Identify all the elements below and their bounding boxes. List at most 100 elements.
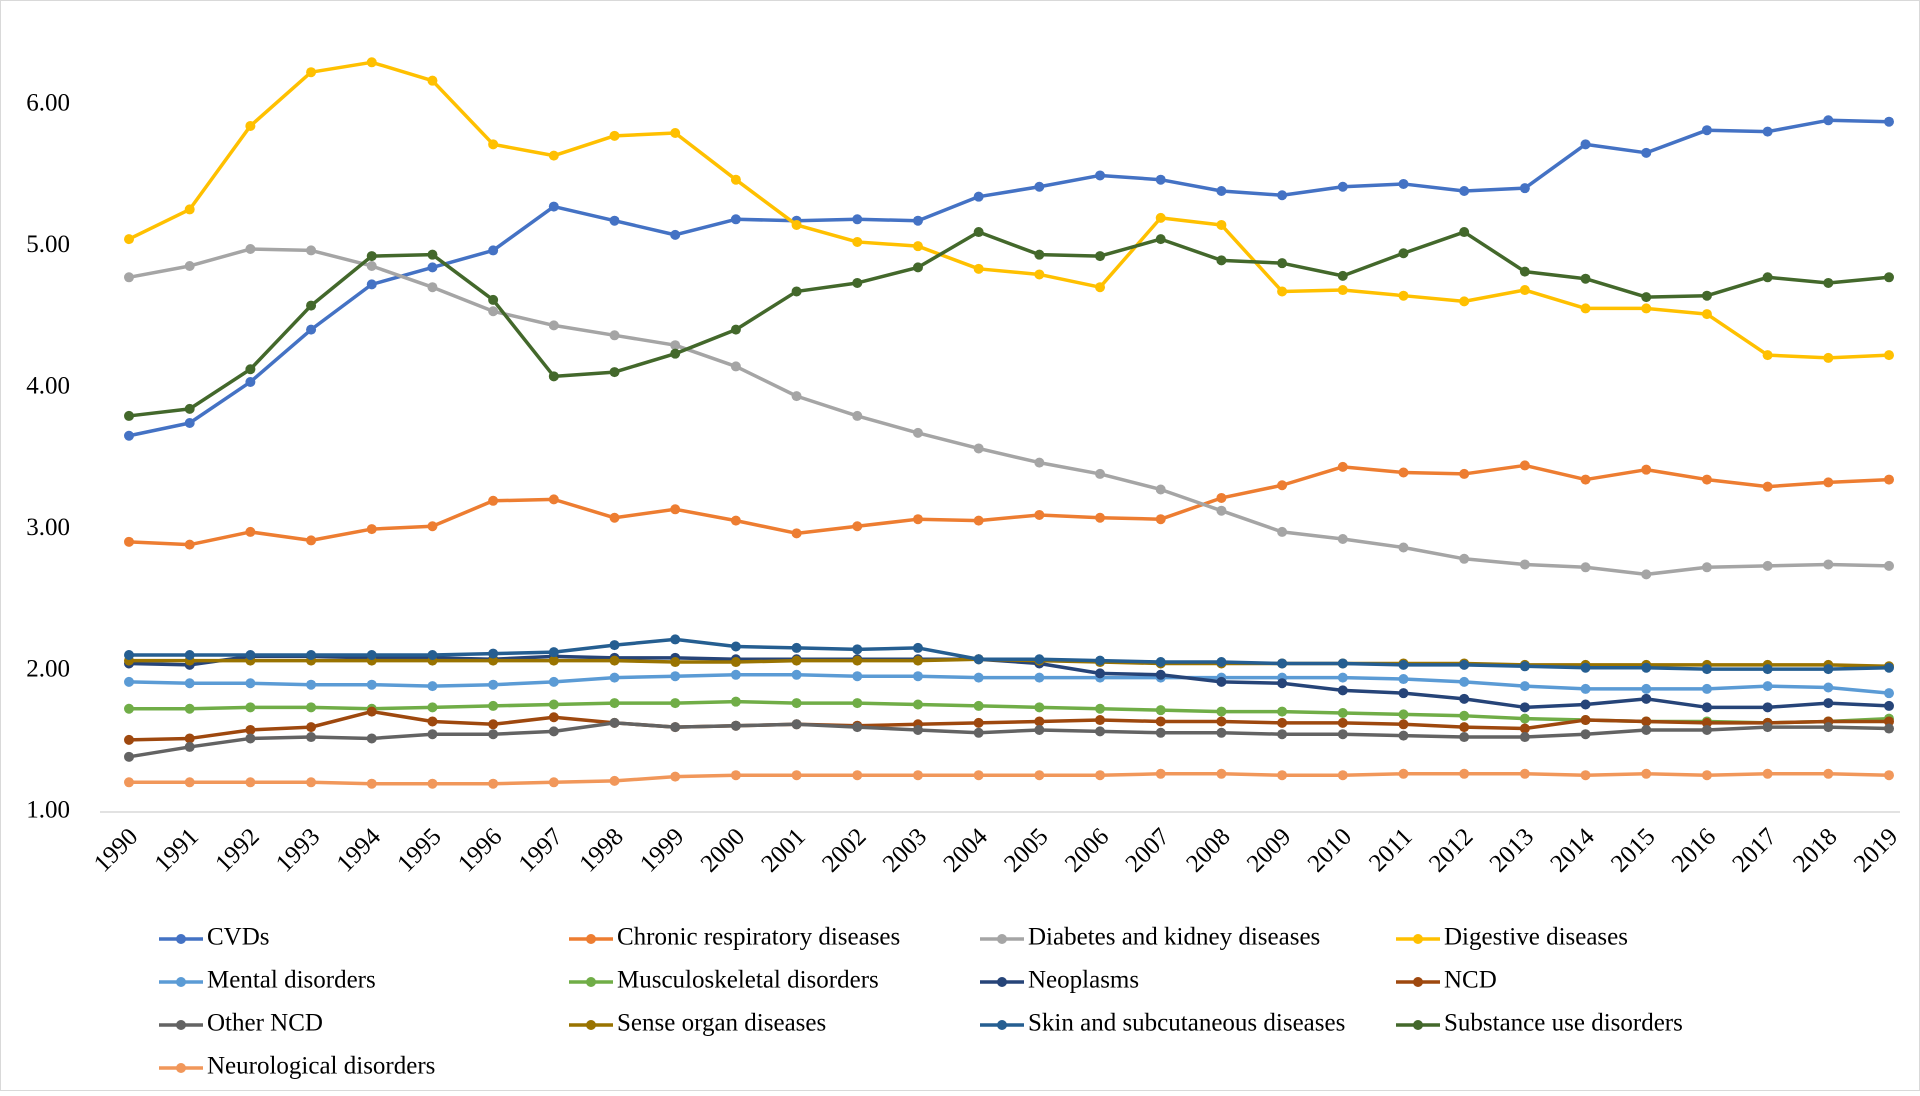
- data-point: [548, 494, 559, 505]
- data-point: [1277, 190, 1288, 201]
- data-point: [1155, 174, 1166, 185]
- data-point: [1580, 562, 1591, 573]
- data-point: [427, 521, 438, 532]
- data-point: [609, 655, 620, 666]
- data-point: [306, 722, 317, 733]
- data-point: [1823, 352, 1834, 363]
- data-point: [1459, 722, 1470, 733]
- data-point: [1884, 662, 1894, 673]
- data-point: [488, 306, 499, 317]
- data-point: [1823, 682, 1834, 693]
- data-point: [1459, 659, 1470, 670]
- data-point: [1337, 658, 1348, 669]
- legend-marker: [586, 934, 596, 944]
- data-point: [1277, 706, 1288, 717]
- series-line: [128, 463, 1890, 547]
- data-point: [1155, 768, 1166, 779]
- data-point: [852, 698, 863, 709]
- data-point: [1034, 181, 1045, 192]
- data-point: [1216, 492, 1227, 503]
- data-point: [1398, 719, 1409, 730]
- data-point: [488, 778, 499, 789]
- data-point: [1519, 702, 1530, 713]
- data-point: [366, 679, 377, 690]
- data-point: [1216, 727, 1227, 738]
- data-point: [791, 669, 802, 680]
- data-point: [245, 364, 256, 375]
- y-tick-label: 4.00: [26, 372, 70, 399]
- legend-marker: [176, 1063, 186, 1073]
- data-point: [488, 700, 499, 711]
- data-point: [1519, 732, 1530, 743]
- data-point: [730, 515, 741, 526]
- series: [124, 706, 1894, 745]
- data-point: [1762, 126, 1773, 137]
- data-point: [973, 672, 984, 683]
- data-point: [548, 712, 559, 723]
- data-point: [1762, 664, 1773, 675]
- data-point: [1459, 227, 1470, 238]
- legend-label: Diabetes and kidney diseases: [1028, 924, 1320, 951]
- data-point: [609, 215, 620, 226]
- data-point: [852, 521, 863, 532]
- data-point: [1701, 717, 1712, 728]
- data-point: [730, 669, 741, 680]
- data-point: [1701, 664, 1712, 675]
- data-point: [1398, 709, 1409, 720]
- legend-marker: [997, 977, 1007, 987]
- data-point: [124, 751, 134, 762]
- data-point: [124, 430, 134, 441]
- data-point: [1034, 654, 1045, 665]
- series-line: [128, 247, 1890, 577]
- data-point: [1155, 212, 1166, 223]
- data-point: [488, 729, 499, 740]
- data-point: [1095, 668, 1106, 679]
- data-point: [1034, 716, 1045, 727]
- data-point: [427, 262, 438, 273]
- data-point: [609, 640, 620, 651]
- data-point: [973, 191, 984, 202]
- data-point: [184, 741, 195, 752]
- data-point: [791, 655, 802, 666]
- data-point: [912, 215, 923, 226]
- data-point: [1762, 272, 1773, 283]
- data-point: [427, 702, 438, 713]
- data-point: [1762, 722, 1773, 733]
- data-point: [1884, 116, 1894, 127]
- data-point: [973, 263, 984, 274]
- data-point: [184, 649, 195, 660]
- data-point: [670, 634, 681, 645]
- legend-label: Skin and subcutaneous diseases: [1028, 1010, 1345, 1037]
- data-point: [1580, 474, 1591, 485]
- data-point: [1034, 269, 1045, 280]
- legend-marker: [586, 1020, 596, 1030]
- data-point: [1398, 178, 1409, 189]
- legend-marker: [176, 1020, 186, 1030]
- data-point: [1762, 560, 1773, 571]
- data-point: [1216, 219, 1227, 230]
- legend-marker: [1413, 934, 1423, 944]
- data-point: [1337, 672, 1348, 683]
- data-point: [973, 727, 984, 738]
- legend-marker: [176, 934, 186, 944]
- series: [124, 115, 1894, 441]
- data-point: [548, 201, 559, 212]
- data-point: [1398, 674, 1409, 685]
- data-point: [730, 641, 741, 652]
- data-point: [1337, 717, 1348, 728]
- data-point: [184, 403, 195, 414]
- data-point: [1337, 181, 1348, 192]
- data-point: [1884, 770, 1894, 781]
- data-point: [488, 245, 499, 256]
- data-point: [1095, 703, 1106, 714]
- data-point: [670, 229, 681, 240]
- legend-label: Neoplasms: [1028, 967, 1139, 994]
- data-point: [1398, 768, 1409, 779]
- data-point: [609, 672, 620, 683]
- data-point: [184, 204, 195, 215]
- data-point: [791, 391, 802, 402]
- data-point: [1641, 464, 1652, 475]
- data-point: [730, 214, 741, 225]
- data-point: [1823, 477, 1834, 488]
- data-point: [1216, 706, 1227, 717]
